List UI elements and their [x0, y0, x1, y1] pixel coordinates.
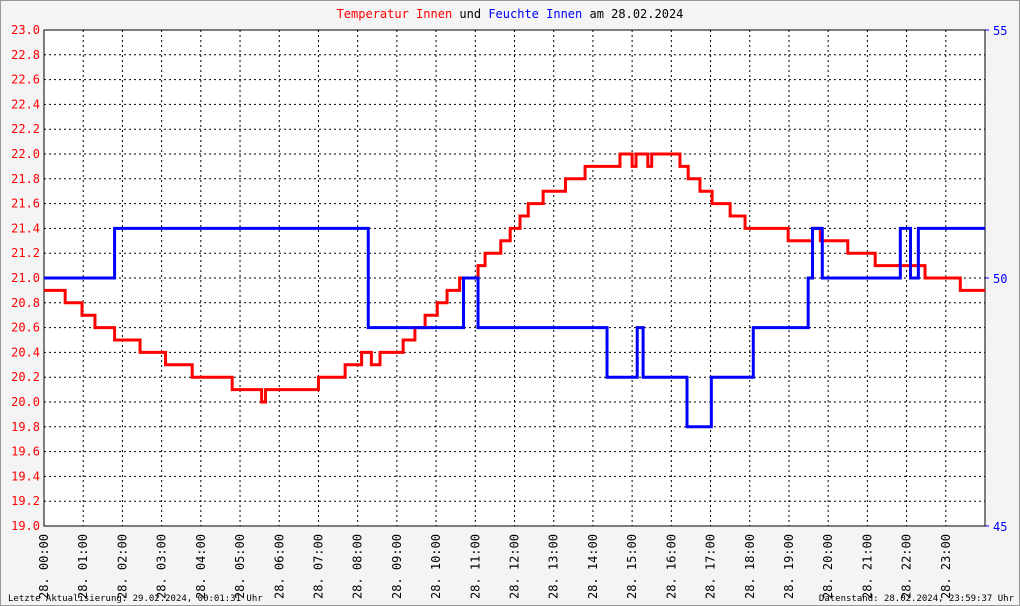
x-tick-label: 28. 10:00: [429, 534, 443, 599]
y-tick-label: 23.0: [11, 23, 40, 37]
x-tick-label: 28. 14:00: [586, 534, 600, 599]
x-tick-label: 28. 23:00: [939, 534, 953, 599]
y-tick-label: 19.0: [11, 519, 40, 533]
y-tick-label: 19.2: [11, 494, 40, 508]
x-tick-label: 28. 22:00: [900, 534, 914, 599]
y2-tick-label: 50: [993, 272, 1007, 286]
y-tick-label: 22.2: [11, 122, 40, 136]
y-tick-label: 20.4: [11, 345, 40, 359]
chart-title: Temperatur Innen und Feuchte Innen am 28…: [337, 7, 684, 21]
y-tick-label: 21.4: [11, 221, 40, 235]
y-tick-label: 20.2: [11, 370, 40, 384]
x-tick-label: 28. 19:00: [782, 534, 796, 599]
y-tick-label: 21.0: [11, 271, 40, 285]
x-tick-label: 28. 07:00: [311, 534, 325, 599]
x-tick-label: 28. 05:00: [233, 534, 247, 599]
x-tick-label: 28. 08:00: [351, 534, 365, 599]
x-tick-label: 28. 06:00: [272, 534, 286, 599]
y-tick-label: 20.0: [11, 395, 40, 409]
x-tick-label: 28. 00:00: [37, 534, 51, 599]
x-tick-label: 28. 09:00: [390, 534, 404, 599]
y-tick-label: 19.8: [11, 420, 40, 434]
x-tick-label: 28. 16:00: [664, 534, 678, 599]
footer-right: Datenstand: 28.02.2024, 23:59:37 Uhr: [819, 594, 1015, 604]
x-tick-label: 28. 02:00: [115, 534, 129, 599]
x-tick-label: 28. 03:00: [155, 534, 169, 599]
series-line: [44, 152, 985, 404]
x-tick-label: 28. 12:00: [508, 534, 522, 599]
x-tick-label: 28. 20:00: [821, 534, 835, 599]
y-tick-label: 20.8: [11, 296, 40, 310]
y-tick-label: 21.6: [11, 197, 40, 211]
x-tick-label: 28. 18:00: [743, 534, 757, 599]
x-tick-label: 28. 17:00: [704, 534, 718, 599]
y2-tick-label: 45: [993, 520, 1007, 534]
y-tick-label: 22.0: [11, 147, 40, 161]
y-tick-label: 21.8: [11, 172, 40, 186]
x-tick-label: 28. 11:00: [468, 534, 482, 599]
x-tick-label: 28. 01:00: [76, 534, 90, 599]
y-tick-label: 20.6: [11, 321, 40, 335]
y-tick-label: 22.4: [11, 97, 40, 111]
x-tick-label: 28. 13:00: [547, 534, 561, 599]
y-tick-label: 21.2: [11, 246, 40, 260]
y-tick-label: 22.8: [11, 48, 40, 62]
x-tick-label: 28. 15:00: [625, 534, 639, 599]
y-tick-label: 19.6: [11, 445, 40, 459]
title-part: Feuchte Innen: [488, 7, 582, 21]
title-part: am 28.02.2024: [589, 7, 683, 21]
y-tick-label: 19.4: [11, 469, 40, 483]
y-tick-label: 22.6: [11, 73, 40, 87]
y2-tick-label: 55: [993, 24, 1007, 38]
x-tick-label: 28. 21:00: [860, 534, 874, 599]
x-tick-label: 28. 04:00: [194, 534, 208, 599]
footer-left: Letzte Aktualisierung: 29.02.2024, 00:01…: [8, 594, 263, 604]
series-line: [44, 226, 985, 429]
title-part: und: [459, 7, 481, 21]
title-part: Temperatur Innen: [337, 7, 453, 21]
